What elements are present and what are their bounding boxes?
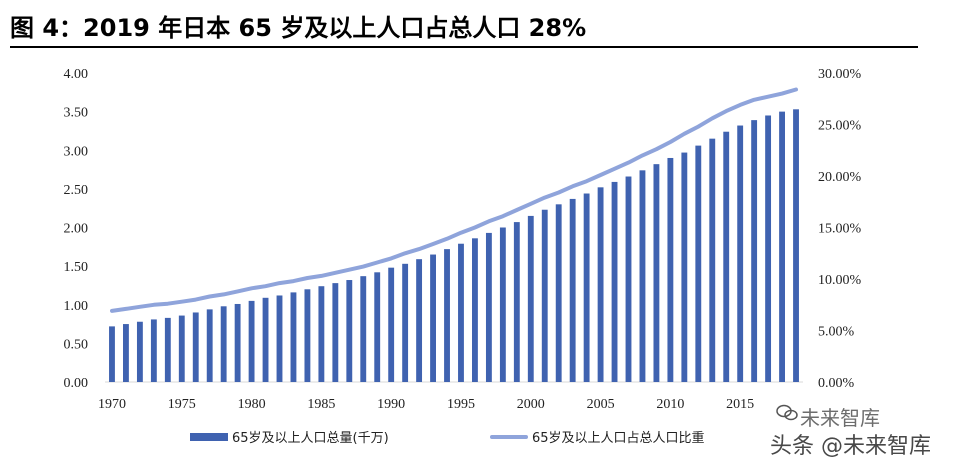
- bar: [388, 267, 395, 382]
- bar: [597, 187, 604, 382]
- bar: [485, 232, 492, 382]
- bar: [751, 120, 758, 382]
- bar: [667, 157, 674, 382]
- bar: [150, 319, 157, 382]
- bar: [611, 181, 618, 382]
- chart-title: 图 4：2019 年日本 65 岁及以上人口占总人口 28%: [10, 14, 587, 42]
- y-left-tick-label: 2.00: [64, 222, 89, 237]
- y-left-tick-label: 2.50: [64, 183, 89, 198]
- bar-series: [109, 109, 799, 383]
- bar: [472, 238, 478, 382]
- tick-labels: 0.00 0.50 1.00 1.50 2.00 2.50 3.00 3.50 4.00 0.00…: [64, 67, 862, 412]
- bar: [248, 300, 255, 382]
- bar: [639, 170, 646, 382]
- bar: [136, 321, 143, 382]
- x-tick-label: 1995: [447, 397, 475, 412]
- bar: [416, 259, 423, 382]
- bar: [765, 115, 772, 383]
- bar: [332, 283, 339, 382]
- bar: [262, 297, 269, 382]
- y-right-tick-label: 10.00%: [818, 273, 862, 288]
- x-tick-label: 2000: [517, 397, 545, 412]
- bar: [178, 315, 185, 382]
- bar: [723, 131, 730, 382]
- x-tick-label: 1970: [98, 397, 126, 412]
- bar: [695, 145, 702, 382]
- y-left-tick-label: 0.50: [64, 337, 89, 352]
- bar: [513, 222, 520, 382]
- legend-bar-label: 65岁及以上人口总量(千万): [232, 431, 389, 446]
- y-right-tick-label: 25.00%: [818, 119, 862, 134]
- bar: [220, 306, 227, 382]
- bar: [304, 289, 311, 382]
- y-right-tick-label: 20.00%: [818, 170, 862, 185]
- y-left-tick-label: 3.50: [64, 106, 89, 121]
- bar: [499, 227, 506, 382]
- title-divider: [10, 46, 918, 48]
- y-right-tick-label: 5.00%: [818, 325, 855, 340]
- y-left-tick-label: 0.00: [64, 376, 89, 391]
- bar: [527, 215, 534, 382]
- bar: [737, 125, 744, 382]
- bar: [444, 249, 450, 382]
- x-tick-label: 1990: [377, 397, 405, 412]
- bar: [290, 292, 297, 382]
- bar: [402, 263, 409, 382]
- y-right-tick-label: 0.00%: [818, 376, 855, 391]
- bar: [360, 276, 367, 382]
- watermark-handle: 头条 @未来智库: [770, 434, 931, 459]
- watermark-brand: 未来智库: [800, 406, 880, 430]
- x-tick-label: 1985: [307, 397, 335, 412]
- ratio-line: [110, 87, 798, 313]
- bar: [430, 254, 436, 382]
- legend-line-swatch: [490, 435, 528, 439]
- bar: [109, 326, 115, 382]
- bar: [583, 193, 590, 382]
- line-series: [110, 87, 798, 313]
- wechat-icon: [776, 404, 798, 421]
- x-tick-label: 2010: [656, 397, 684, 412]
- x-tick-label: 1975: [168, 397, 196, 412]
- bar: [541, 209, 548, 382]
- bar: [123, 324, 129, 382]
- y-left-tick-label: 1.50: [64, 260, 89, 275]
- bar: [374, 272, 381, 382]
- bar: [793, 109, 799, 383]
- y-right-tick-label: 15.00%: [818, 222, 862, 237]
- legend-line-label: 65岁及以上人口占总人口比重: [532, 431, 705, 446]
- bar: [681, 152, 688, 382]
- bar: [653, 164, 660, 382]
- bar: [779, 111, 785, 382]
- x-tick-label: 1980: [238, 397, 266, 412]
- bar: [276, 295, 283, 382]
- bar: [234, 303, 241, 382]
- x-tick-label: 2015: [726, 397, 754, 412]
- chart-area: 0.00 0.50 1.00 1.50 2.00 2.50 3.00 3.50 4.00 0.00…: [64, 67, 862, 412]
- bar: [555, 204, 562, 382]
- x-tick-label: 2005: [587, 397, 615, 412]
- bar: [206, 309, 213, 382]
- y-left-tick-label: 3.00: [64, 144, 89, 159]
- bar: [458, 243, 464, 382]
- bar: [709, 138, 716, 382]
- y-left-tick-label: 4.00: [64, 67, 89, 82]
- bar: [625, 176, 632, 382]
- legend-bar-swatch: [190, 433, 228, 441]
- bar: [192, 312, 199, 382]
- bar: [346, 280, 353, 382]
- bar: [569, 198, 576, 382]
- bar: [318, 286, 325, 382]
- y-left-tick-label: 1.00: [64, 299, 89, 314]
- bar: [164, 317, 171, 382]
- y-right-tick-label: 30.00%: [818, 67, 862, 82]
